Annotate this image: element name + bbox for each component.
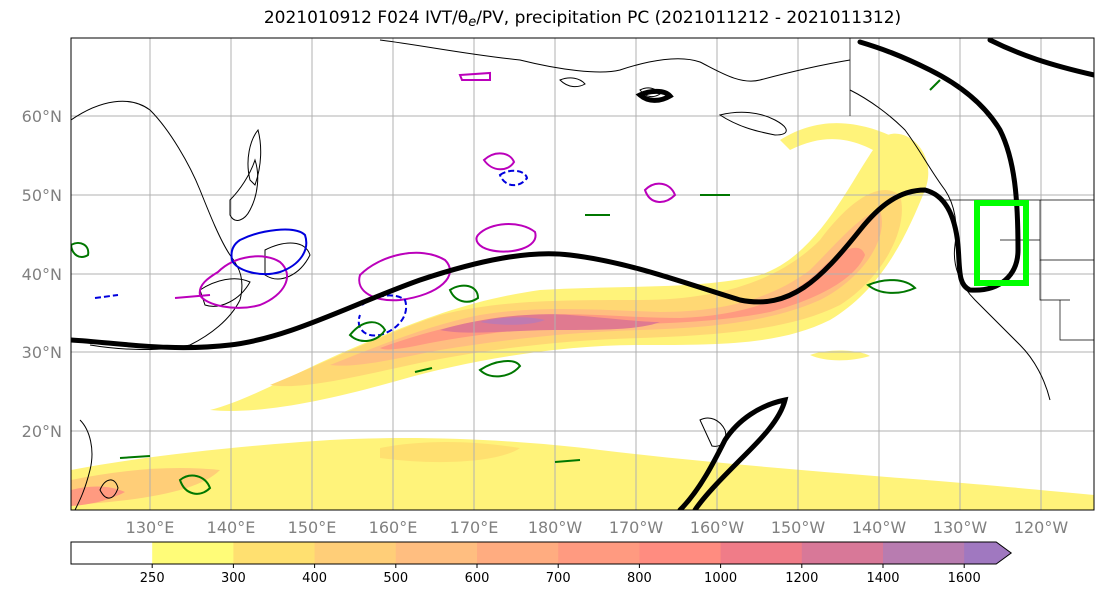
lon-label: 150°E — [288, 518, 337, 537]
colorbar-tick-label: 800 — [627, 571, 652, 586]
lon-label: 140°W — [852, 518, 907, 537]
colorbar-swatch — [720, 542, 803, 564]
colorbar-swatch — [964, 542, 1012, 564]
colorbar-tick-label: 1000 — [704, 571, 737, 586]
colorbar-swatch — [883, 542, 965, 564]
colorbar-swatch — [801, 542, 884, 564]
lat-label: 20°N — [22, 422, 62, 441]
map-title: 2021010912 F024 IVT/θe/PV, precipitation… — [263, 8, 902, 30]
map-frame — [70, 37, 1095, 511]
black-boundary-contour — [71, 38, 1094, 510]
colorbar-swatch — [639, 542, 722, 564]
colorbar-swatch — [71, 542, 153, 564]
colorbar-tick-label: 250 — [140, 571, 165, 586]
colorbar-tick-label: 500 — [383, 571, 408, 586]
colorbar-tick-label: 300 — [221, 571, 246, 586]
blue-contours — [94, 169, 529, 337]
colorbar-tick-label: 1400 — [866, 571, 899, 586]
lon-label: 170°E — [450, 518, 499, 537]
lon-label: 160°E — [369, 518, 418, 537]
lat-label: 50°N — [22, 186, 62, 205]
longitude-labels: 130°E 140°E 150°E 160°E 170°E 180°W 170°… — [126, 518, 1069, 537]
lat-label: 30°N — [22, 343, 62, 362]
map-panel — [71, 38, 1094, 510]
lon-label: 130°W — [933, 518, 988, 537]
colorbar-tick-label: 600 — [465, 571, 490, 586]
magenta-contours — [174, 71, 677, 309]
green-contours — [71, 79, 941, 495]
colorbar-tick-label: 700 — [546, 571, 571, 586]
latitude-labels: 60°N 50°N 40°N 30°N 20°N — [22, 107, 62, 441]
colorbar-swatch — [152, 542, 234, 564]
lon-label: 180°W — [528, 518, 583, 537]
lon-label: 140°E — [207, 518, 256, 537]
colorbar: 250 300 400 500 600 700 800 1000 1200 1400 1600 — [70, 541, 1013, 586]
highlight-box — [974, 200, 1029, 286]
colorbar-swatch — [314, 542, 397, 564]
lon-label: 170°W — [609, 518, 664, 537]
colorbar-swatch — [233, 542, 316, 564]
ivt-filled-contours — [71, 123, 1094, 510]
graticule — [71, 38, 1094, 510]
colorbar-tick-label: 1600 — [948, 571, 981, 586]
colorbar-frame — [70, 541, 1013, 565]
colorbar-swatch — [395, 542, 478, 564]
lon-label: 130°E — [126, 518, 175, 537]
lon-label: 120°W — [1014, 518, 1069, 537]
lat-label: 60°N — [22, 107, 62, 126]
coastlines — [71, 39, 1051, 510]
colorbar-swatch — [558, 542, 640, 564]
lat-label: 40°N — [22, 265, 62, 284]
colorbar-tick-label: 400 — [302, 571, 327, 586]
lon-label: 160°W — [690, 518, 745, 537]
colorbar-swatch — [477, 542, 559, 564]
colorbar-tick-label: 1200 — [785, 571, 818, 586]
lon-label: 150°W — [771, 518, 826, 537]
